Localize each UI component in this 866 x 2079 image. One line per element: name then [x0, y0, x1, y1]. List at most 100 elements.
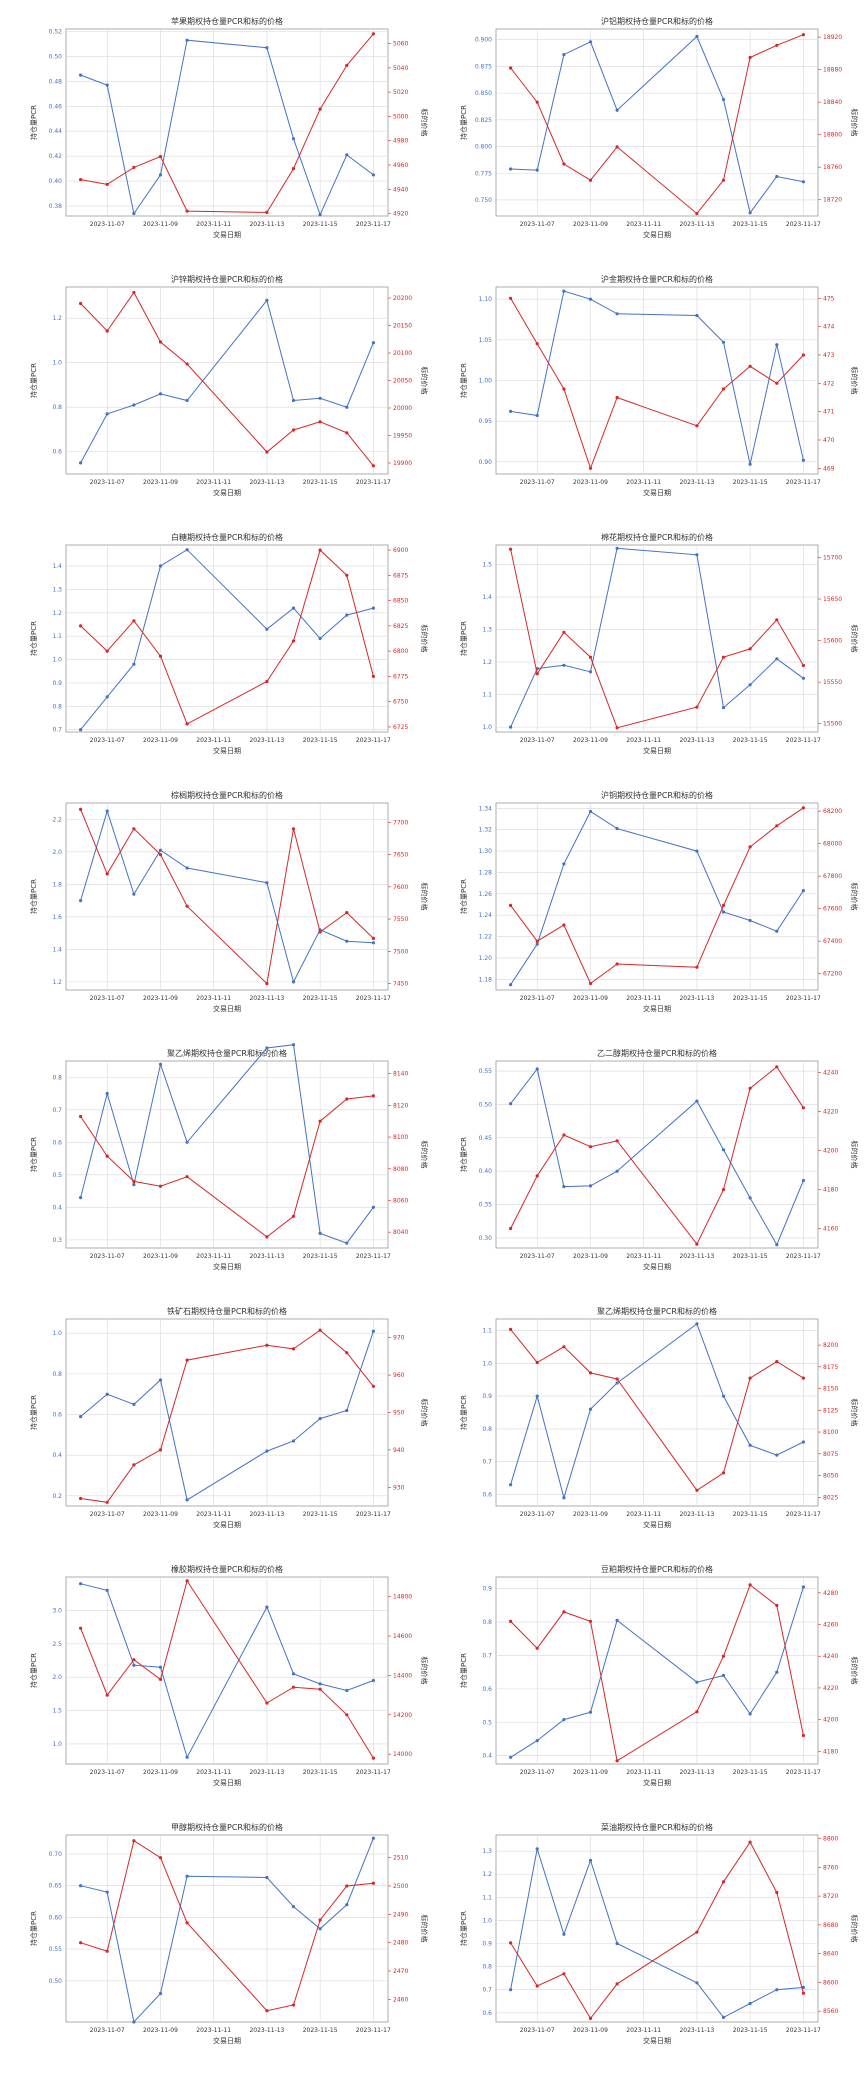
right-tick-label: 2470	[393, 1968, 408, 1975]
left-tick-label: 0.42	[49, 153, 63, 160]
price-point	[79, 178, 83, 182]
x-tick-label: 2023-11-09	[143, 995, 178, 1002]
pcr-point	[371, 1678, 375, 1683]
price-point	[105, 329, 109, 333]
y-axis-label-right: 标的价格	[850, 883, 859, 911]
x-tick-label: 2023-11-11	[196, 1511, 231, 1518]
chart-title: 甲醇期权持仓量PCR和标的价格	[171, 1822, 283, 1832]
x-tick-label: 2023-11-13	[249, 1253, 284, 1260]
chart-svg: 0.3 0.4 0.5 0.6 0.7 0.8 8040 8060 8080 8100 8120 81…	[29, 1043, 429, 1271]
pcr-point	[775, 657, 779, 661]
right-tick-label: 8075	[823, 1451, 838, 1458]
pcr-point	[615, 108, 619, 112]
price-point	[318, 1328, 322, 1332]
pcr-point	[265, 627, 269, 631]
left-tick-label: 0.30	[479, 1235, 493, 1242]
price-point	[509, 296, 513, 300]
right-tick-label: 469	[823, 465, 835, 472]
price-point	[615, 395, 619, 400]
price-point	[105, 1949, 109, 1953]
price-point	[775, 43, 779, 47]
x-tick-label: 2023-11-11	[196, 1769, 231, 1776]
pcr-point	[185, 398, 189, 403]
pcr-point	[562, 53, 566, 57]
right-tick-label: 4960	[393, 162, 408, 169]
plot-area	[495, 1060, 819, 1249]
right-tick-label: 2490	[393, 1911, 408, 1918]
pcr-point	[291, 1672, 296, 1676]
x-tick-label: 2023-11-11	[626, 1769, 661, 1776]
x-tick-label: 2023-11-15	[303, 737, 338, 744]
x-tick-label: 2023-11-13	[679, 1511, 714, 1518]
x-tick-label: 2023-11-09	[143, 1511, 178, 1518]
price-point	[371, 1384, 375, 1388]
pcr-point	[105, 695, 109, 699]
pcr-point	[185, 1498, 189, 1502]
right-tick-label: 18840	[823, 99, 842, 106]
pcr-point	[371, 173, 375, 177]
y-axis-label-left: 持仓量PCR	[459, 621, 468, 656]
left-tick-label: 0.8	[52, 1074, 62, 1081]
plot-area	[65, 286, 389, 475]
price-point	[105, 872, 109, 876]
price-point	[801, 1991, 805, 1995]
price-point	[318, 1687, 322, 1691]
pcr-line	[510, 1323, 804, 1500]
chart-title: 沪铝期权持仓量PCR和标的价格	[601, 16, 713, 26]
pcr-point	[291, 1439, 296, 1443]
x-tick-label: 2023-11-09	[143, 2027, 178, 2034]
chart-title: 乙二醇期权持仓量PCR和标的价格	[597, 1048, 717, 1058]
chart-svg: 0.30 0.35 0.40 0.45 0.50 0.55 4160 4180 4200 4220…	[459, 1048, 859, 1271]
pcr-point	[748, 918, 752, 923]
chart-panel: 0.38 0.40 0.42 0.44 0.46 0.48 0.50 0.52 4920 4940…	[20, 15, 430, 255]
price-line	[80, 291, 374, 467]
right-tick-label: 8150	[823, 1386, 838, 1393]
plot-area	[495, 802, 819, 991]
price-point	[105, 1693, 109, 1697]
chart-title: 橡胶期权持仓量PCR和标的价格	[171, 1564, 283, 1574]
right-tick-label: 970	[393, 1335, 405, 1342]
right-tick-label: 67600	[823, 906, 842, 913]
left-tick-label: 0.9	[52, 680, 62, 687]
y-axis-label-right: 标的价格	[850, 1915, 859, 1943]
x-tick-label: 2023-11-15	[733, 737, 768, 744]
pcr-point	[535, 1067, 539, 1071]
y-axis-label-left: 持仓量PCR	[459, 105, 468, 140]
right-tick-label: 8125	[823, 1407, 838, 1414]
x-tick-label: 2023-11-13	[679, 221, 714, 228]
plot-area	[495, 1318, 819, 1507]
right-tick-label: 940	[393, 1447, 405, 1454]
price-point	[79, 1114, 83, 1119]
pcr-point	[509, 1755, 513, 1759]
pcr-point	[79, 1196, 83, 1200]
price-point	[535, 1646, 539, 1650]
pcr-point	[371, 606, 375, 610]
price-point	[79, 807, 83, 811]
price-point	[265, 450, 269, 454]
price-point	[775, 381, 779, 385]
y-axis-label-left: 持仓量PCR	[459, 1137, 468, 1172]
pcr-point	[105, 1890, 109, 1894]
pcr-point	[132, 1663, 136, 1667]
x-tick-label: 2023-11-13	[249, 1769, 284, 1776]
plot-area	[495, 28, 819, 217]
price-point	[185, 722, 189, 726]
pcr-point	[615, 1381, 619, 1385]
x-tick-label: 2023-11-07	[90, 1253, 125, 1260]
chart-svg: 0.4 0.5 0.6 0.7 0.8 0.9 4180 4200 4220 4240 4260 42…	[459, 1564, 859, 1787]
x-tick-label: 2023-11-13	[249, 2027, 284, 2034]
y-axis-label-right: 标的价格	[850, 1657, 859, 1685]
price-point	[801, 806, 805, 810]
price-point	[801, 663, 805, 668]
left-tick-label: 0.2	[52, 1493, 62, 1500]
x-tick-label: 2023-11-13	[679, 1769, 714, 1776]
right-tick-label: 4220	[823, 1685, 838, 1692]
left-tick-label: 1.0	[482, 724, 492, 731]
pcr-point	[801, 1585, 805, 1589]
pcr-point	[371, 1836, 375, 1840]
price-line	[80, 1839, 374, 2012]
x-tick-label: 2023-11-17	[356, 221, 391, 228]
right-tick-label: 6775	[393, 673, 408, 680]
price-point	[562, 387, 566, 391]
price-point	[748, 1376, 752, 1380]
